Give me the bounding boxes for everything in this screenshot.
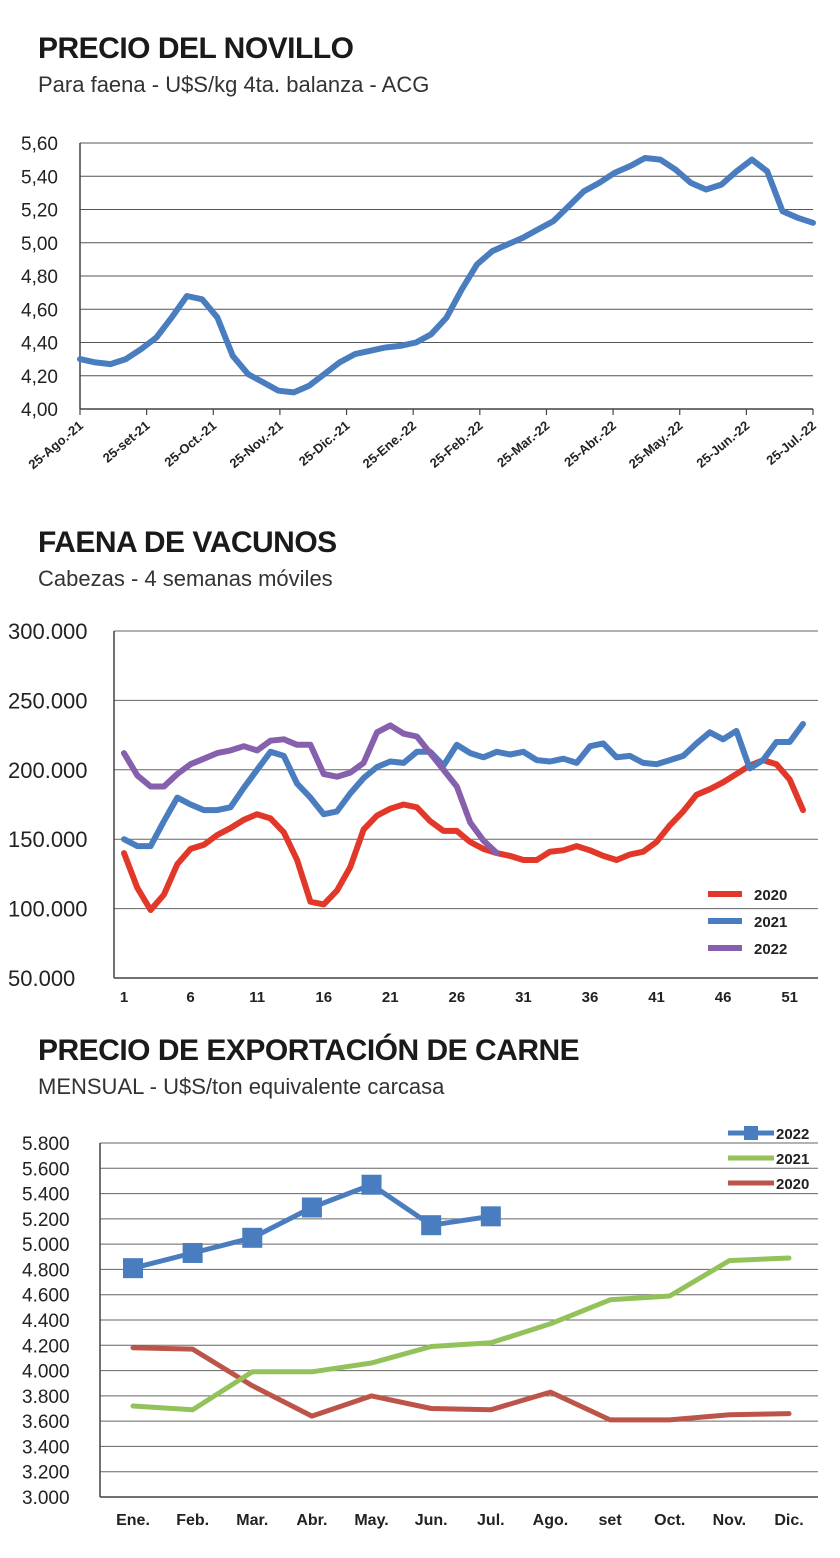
x-tick-label: 11 — [249, 989, 265, 1006]
y-tick-label: 5.400 — [22, 1185, 70, 1206]
y-tick-label: 3.200 — [22, 1463, 70, 1484]
y-tick-label: 5,60 — [21, 134, 58, 155]
data-point-2022 — [301, 1197, 322, 1218]
series-line-2020 — [121, 757, 806, 913]
x-tick-label: Dic. — [774, 1512, 803, 1529]
y-tick-label: 4.400 — [22, 1311, 70, 1332]
x-tick-label: set — [599, 1512, 623, 1529]
legend-label-2022: 2022 — [776, 1126, 809, 1143]
data-point-2022 — [242, 1227, 263, 1248]
y-tick-label: 4,00 — [21, 400, 58, 421]
x-tick-label: 41 — [648, 989, 665, 1006]
legend-label-2021: 2021 — [776, 1151, 809, 1168]
y-tick-label: 3.600 — [22, 1412, 70, 1433]
x-tick-label: Oct. — [654, 1512, 685, 1529]
data-point-2022 — [123, 1258, 143, 1279]
chart-2-subtitle: Cabezas - 4 semanas móviles — [38, 566, 333, 591]
series-line-2021 — [121, 721, 806, 850]
x-tick-label: 6 — [186, 989, 194, 1006]
x-tick-label: Ene. — [116, 1512, 150, 1529]
y-tick-label: 5.800 — [22, 1134, 70, 1155]
y-tick-label: 3.400 — [22, 1437, 70, 1458]
y-tick-label: 5,40 — [21, 167, 58, 188]
chart-3-title: PRECIO DE EXPORTACIÓN DE CARNE — [38, 1034, 580, 1067]
y-tick-label: 50.000 — [8, 966, 75, 991]
y-tick-label: 4.600 — [22, 1286, 70, 1307]
legend-label-2020: 2020 — [754, 887, 787, 904]
y-tick-label: 4.200 — [22, 1336, 70, 1357]
y-tick-label: 5,20 — [21, 201, 58, 222]
chart-3-subtitle: MENSUAL - U$S/ton equivalente carcasa — [38, 1074, 445, 1099]
data-point-2022 — [361, 1174, 382, 1195]
y-tick-label: 150.000 — [8, 827, 88, 852]
x-tick-label: Mar. — [236, 1512, 268, 1529]
x-tick-label: Nov. — [713, 1512, 746, 1529]
x-tick-label: Ago. — [533, 1512, 569, 1529]
data-point-2022 — [480, 1206, 501, 1227]
y-tick-label: 300.000 — [8, 619, 88, 644]
legend-label-2022: 2022 — [754, 941, 787, 958]
x-tick-label: Jun. — [415, 1512, 448, 1529]
x-tick-label: 36 — [582, 989, 599, 1006]
x-tick-label: Feb. — [176, 1512, 209, 1529]
chart-1-title: PRECIO DEL NOVILLO — [38, 32, 354, 65]
legend-label-2021: 2021 — [754, 914, 787, 931]
y-tick-label: 4,20 — [21, 367, 58, 388]
y-tick-label: 4,60 — [21, 300, 58, 321]
y-tick-label: 5.200 — [22, 1210, 70, 1231]
y-tick-label: 3.800 — [22, 1387, 70, 1408]
y-tick-label: 4,80 — [21, 267, 58, 288]
series-line-2022 — [121, 722, 500, 857]
legend-marker-2022 — [744, 1126, 758, 1140]
chart-1-subtitle: Para faena - U$S/kg 4ta. balanza - ACG — [38, 72, 430, 97]
export-price-chart: 3.000 3.200 3.400 3.600 3.800 4.000 4.200 4.400… — [22, 1126, 818, 1529]
x-tick-label: 31 — [515, 989, 532, 1006]
series-line-novillo — [77, 155, 816, 396]
novillo-price-chart: 4,004,204,404,604,805,005,205,405,6025-A… — [21, 134, 819, 472]
x-tick-label: May. — [354, 1512, 388, 1529]
x-tick-label: 21 — [382, 989, 399, 1006]
x-tick-label: Jul. — [477, 1512, 505, 1529]
x-tick-label: Abr. — [296, 1512, 327, 1529]
y-tick-label: 200.000 — [8, 758, 88, 783]
y-tick-label: 4.000 — [22, 1362, 70, 1383]
y-tick-label: 3.000 — [22, 1488, 70, 1509]
data-point-2022 — [421, 1215, 442, 1236]
chart-2-title: FAENA DE VACUNOS — [38, 526, 337, 559]
y-tick-label: 5,00 — [21, 234, 58, 255]
x-tick-label: 16 — [315, 989, 332, 1006]
x-tick-label: 26 — [448, 989, 465, 1006]
series-line-2021 — [130, 1255, 792, 1413]
y-tick-label: 100.000 — [8, 897, 88, 922]
x-tick-label: 51 — [781, 989, 798, 1006]
y-tick-label: 250.000 — [8, 688, 88, 713]
y-tick-label: 5.000 — [22, 1235, 70, 1256]
data-point-2022 — [182, 1242, 203, 1263]
x-tick-label: 46 — [715, 989, 732, 1006]
y-tick-label: 5.600 — [22, 1159, 70, 1180]
faena-vacunos-chart: 50.000 100.000 150.000 200.000 250.000 300.00… — [8, 619, 818, 1006]
x-tick-label: 1 — [120, 989, 128, 1006]
y-tick-label: 4.800 — [22, 1260, 70, 1281]
legend-label-2020: 2020 — [776, 1176, 809, 1193]
y-tick-label: 4,40 — [21, 334, 58, 355]
